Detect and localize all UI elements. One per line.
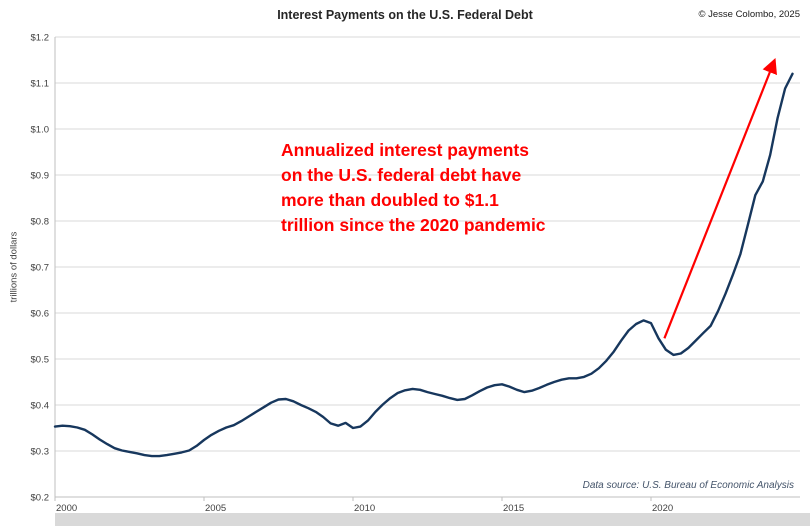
y-tick-label: $1.0 bbox=[31, 125, 50, 136]
y-tick-label: $0.6 bbox=[31, 309, 50, 320]
y-tick-label: $1.1 bbox=[31, 79, 50, 90]
y-tick-label: $0.5 bbox=[31, 355, 50, 366]
series-line bbox=[53, 72, 794, 458]
horizontal-scrollbar[interactable] bbox=[55, 513, 810, 526]
annotation-line: trillion since the 2020 pandemic bbox=[281, 215, 546, 235]
x-tick-label: 2000 bbox=[56, 503, 77, 514]
data-source: Data source: U.S. Bureau of Economic Ana… bbox=[582, 480, 794, 491]
y-tick-label: $0.8 bbox=[31, 217, 50, 228]
y-tick-label: $0.3 bbox=[31, 447, 50, 458]
y-tick-label: $0.7 bbox=[31, 263, 50, 274]
x-tick-label: 2020 bbox=[652, 503, 673, 514]
annotation-line: Annualized interest payments bbox=[281, 140, 529, 160]
trend-arrow bbox=[663, 57, 777, 339]
y-tick-label: $0.9 bbox=[31, 171, 50, 182]
x-tick-label: 2005 bbox=[205, 503, 226, 514]
y-tick-label: $1.2 bbox=[31, 33, 50, 44]
y-tick-label: $0.2 bbox=[31, 493, 50, 504]
copyright-text: © Jesse Colombo, 2025 bbox=[698, 9, 800, 20]
annotation-line: more than doubled to $1.1 bbox=[281, 190, 499, 210]
x-tick-label: 2010 bbox=[354, 503, 375, 514]
y-tick-label: $0.4 bbox=[31, 401, 50, 412]
y-axis-title: trillions of dollars bbox=[8, 231, 20, 303]
chart-annotation: Annualized interest payments on the U.S.… bbox=[281, 138, 546, 238]
annotation-line: on the U.S. federal debt have bbox=[281, 165, 522, 185]
x-tick-label: 2015 bbox=[503, 503, 524, 514]
chart-title: Interest Payments on the U.S. Federal De… bbox=[277, 8, 533, 22]
